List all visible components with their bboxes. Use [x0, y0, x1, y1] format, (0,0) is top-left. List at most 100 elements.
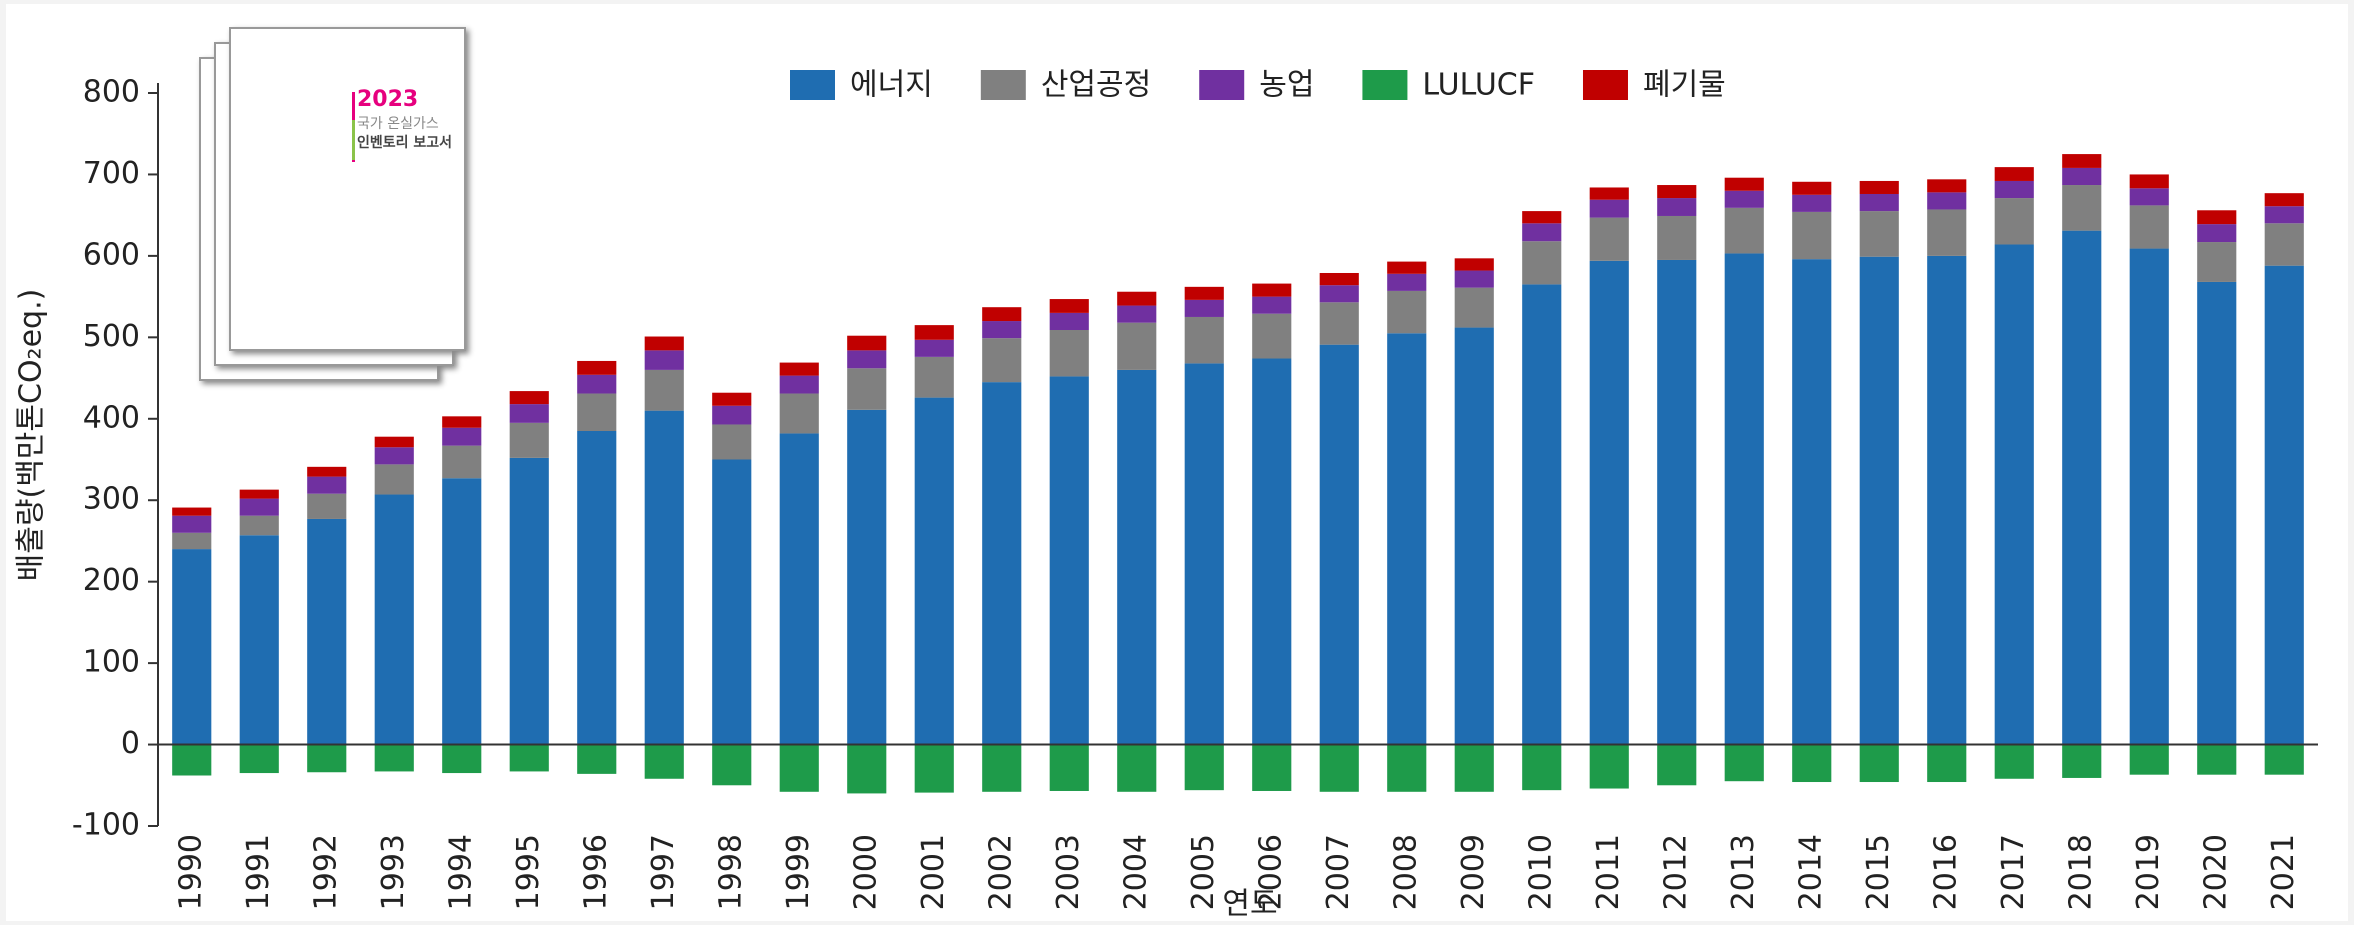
bar-segment	[1792, 194, 1832, 212]
x-tick-label: 1995	[511, 834, 546, 910]
bar-segment	[712, 744, 752, 786]
bar-segment	[1522, 223, 1562, 242]
bar-segment	[847, 409, 887, 745]
legend-swatch	[1199, 70, 1245, 100]
x-tick-label: 2001	[916, 834, 951, 910]
bar-segment	[1049, 744, 1089, 791]
bar-segment	[1252, 296, 1292, 314]
bar-segment	[2062, 185, 2102, 231]
bar-segment	[1994, 180, 2034, 199]
bar-segment	[172, 507, 212, 516]
x-tick-label: 1990	[173, 834, 208, 910]
bar-segment	[1387, 273, 1427, 291]
bar-segment	[1522, 241, 1562, 285]
x-tick-label: 2021	[2266, 834, 2301, 910]
bar-segment	[374, 494, 414, 745]
bar-segment	[307, 493, 347, 519]
x-tick-label: 1998	[713, 834, 748, 910]
bar-segment	[644, 410, 684, 745]
bar-segment	[2062, 167, 2102, 186]
bar-segment	[239, 515, 279, 536]
bar-segment	[779, 393, 819, 434]
bar-segment	[1927, 192, 1967, 210]
x-tick-label: 2019	[2131, 834, 2166, 910]
bar-segment	[1387, 744, 1427, 792]
bar-segment	[1252, 358, 1292, 745]
bar-segment	[374, 447, 414, 465]
bar-segment	[1994, 167, 2034, 181]
legend-swatch	[1362, 70, 1408, 100]
bar-segment	[1859, 180, 1899, 194]
bar-segment	[1252, 313, 1292, 359]
bar-segment	[2129, 205, 2169, 249]
bar-segment	[577, 360, 617, 375]
bar-segment	[1319, 302, 1359, 345]
y-tick-label: 800	[83, 75, 140, 110]
x-tick-label: 2015	[1861, 834, 1896, 910]
bar-segment	[2129, 248, 2169, 745]
bar-segment	[914, 339, 954, 357]
bar-segment	[442, 445, 482, 479]
bar-segment	[1049, 299, 1089, 313]
legend-swatch	[790, 70, 835, 100]
x-tick-label: 1993	[376, 834, 411, 910]
x-tick-label: 2018	[2063, 834, 2098, 910]
bar-segment	[172, 532, 212, 550]
bar-segment	[239, 498, 279, 516]
x-tick-label: 2016	[1928, 834, 1963, 910]
bar-segment	[644, 350, 684, 370]
bar-segment	[239, 744, 279, 774]
bar-segment	[914, 325, 954, 340]
x-tick-label: 2003	[1051, 834, 1086, 910]
x-tick-label: 2000	[848, 834, 883, 910]
bar-segment	[982, 338, 1022, 383]
bar-segment	[779, 362, 819, 376]
bar-segment	[1387, 333, 1427, 745]
x-tick-label: 2008	[1388, 834, 1423, 910]
bar-segment	[1522, 744, 1562, 791]
bar-segment	[2264, 193, 2304, 207]
bar-segment	[2264, 206, 2304, 224]
bar-segment	[1522, 284, 1562, 745]
bar-segment	[307, 518, 347, 745]
y-axis-title: 배출량(백만톤CO₂eq.)	[14, 289, 49, 582]
bar-segment	[577, 393, 617, 431]
bar-segment	[644, 369, 684, 411]
bar-segment	[509, 422, 549, 458]
bar-segment	[1927, 209, 1967, 256]
bar-segment	[1184, 299, 1224, 317]
bar-segment	[239, 489, 279, 499]
bar-segment	[442, 427, 482, 446]
y-tick-label: 500	[83, 319, 140, 354]
y-tick-label: -100	[72, 808, 140, 843]
bar-segment	[1184, 363, 1224, 745]
bar-segment	[1117, 291, 1157, 306]
bar-segment	[1522, 211, 1562, 224]
bar-segment	[1657, 198, 1697, 216]
bar-segment	[1252, 283, 1292, 297]
x-tick-label: 1996	[578, 834, 613, 910]
x-tick-label: 2012	[1658, 834, 1693, 910]
report-cover: 2023 국가 온실가스 인벤토리 보고서	[199, 27, 466, 381]
legend-swatch	[1582, 70, 1628, 100]
bar-segment	[1724, 253, 1764, 745]
bar-segment	[1859, 256, 1899, 745]
bar-segment	[1792, 211, 1832, 260]
bar-segment	[374, 464, 414, 495]
bar-segment	[374, 436, 414, 448]
bar-segment	[2197, 744, 2237, 775]
bar-segment	[982, 744, 1022, 792]
bar-segment	[914, 356, 954, 398]
bar-segment	[1724, 744, 1764, 782]
bar-segment	[1454, 744, 1494, 792]
bar-segment	[1859, 211, 1899, 257]
bar-segment	[847, 744, 887, 794]
bar-segment	[442, 478, 482, 745]
bar-segment	[307, 476, 347, 494]
bar-segment	[2129, 174, 2169, 189]
y-tick-label: 0	[121, 726, 140, 761]
bar-segment	[509, 457, 549, 745]
bar-segment	[1184, 316, 1224, 364]
bar-segment	[779, 375, 819, 394]
bar-segment	[2197, 242, 2237, 282]
